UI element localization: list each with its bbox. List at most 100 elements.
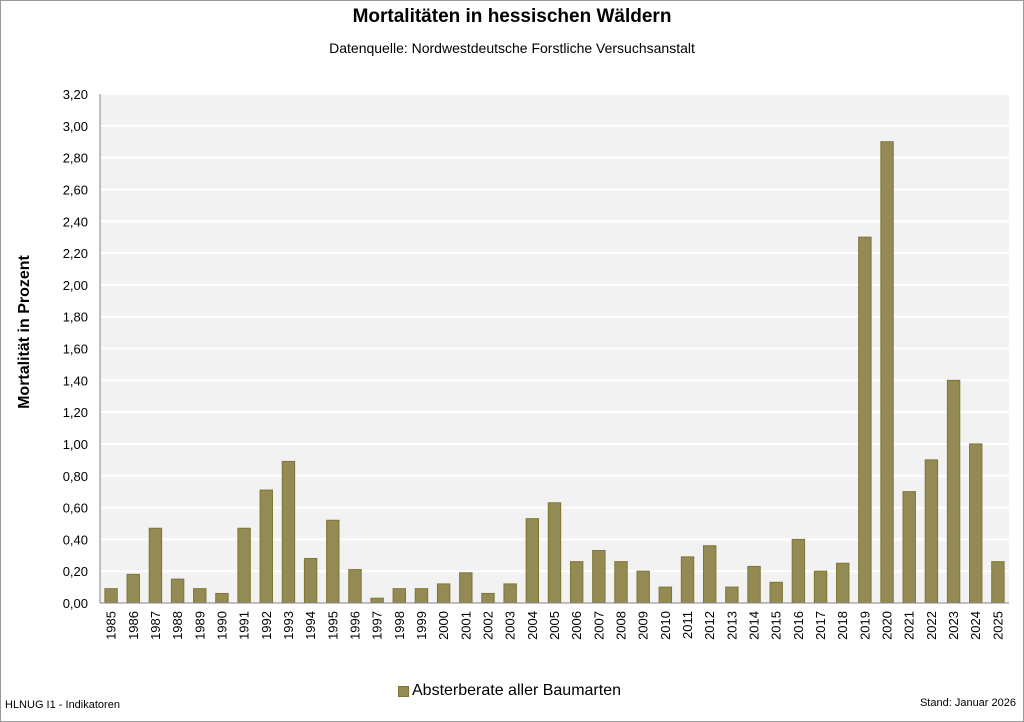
bar-2001	[459, 572, 473, 604]
x-tick-label: 2000	[436, 611, 451, 640]
bar-2015	[769, 581, 783, 604]
bar-1987	[148, 527, 163, 604]
x-tick-label: 2015	[769, 611, 784, 640]
x-tick-label: 2024	[968, 611, 983, 640]
y-tick-label: 1,80	[63, 310, 88, 325]
y-tick-label: 3,00	[63, 119, 88, 134]
bar-2011	[680, 556, 695, 604]
x-tick-label: 2013	[724, 611, 739, 640]
bar-2014	[747, 565, 761, 604]
x-tick-label: 2022	[924, 611, 939, 640]
x-tick-label: 1998	[392, 611, 407, 640]
bar-1995	[326, 519, 340, 604]
x-tick-label: 2023	[946, 611, 961, 640]
bar-1999	[414, 588, 429, 604]
bar-2005	[547, 502, 562, 604]
x-tick-label: 2017	[813, 611, 828, 640]
x-tick-label: 1989	[192, 611, 207, 640]
x-tick-label: 2020	[880, 611, 895, 640]
x-tick-label: 1997	[370, 611, 385, 640]
bar-1992	[259, 489, 273, 604]
bar-2021	[902, 491, 916, 604]
bar-1998	[392, 588, 407, 604]
x-tick-label: 1993	[281, 611, 296, 640]
x-tick-label: 2003	[503, 611, 518, 640]
bar-1986	[126, 573, 140, 604]
y-tick-label: 0,80	[63, 469, 88, 484]
x-tick-label: 2019	[857, 611, 872, 640]
bar-2022	[924, 459, 939, 604]
y-tick-label: 2,40	[63, 214, 88, 229]
bar-1994	[303, 557, 318, 604]
bar-2007	[592, 550, 606, 604]
x-tick-label: 2006	[569, 611, 584, 640]
bar-2010	[658, 586, 673, 604]
y-axis-label: Mortalität in Prozent	[16, 254, 33, 408]
x-tick-label: 1994	[303, 611, 318, 640]
bar-1988	[170, 578, 185, 604]
x-tick-label: 2004	[525, 611, 540, 640]
x-tick-label: 2021	[902, 611, 917, 640]
footer-date: Stand: Januar 2026	[919, 697, 1016, 709]
x-tick-label: 1988	[170, 611, 185, 640]
x-tick-label: 1990	[214, 611, 229, 640]
bar-2008	[614, 561, 628, 604]
y-tick-label: 1,20	[63, 405, 88, 420]
x-tick-label: 2016	[791, 611, 806, 640]
x-tick-label: 1991	[237, 611, 252, 640]
x-tick-label: 2007	[591, 611, 606, 640]
legend-label: Absterberate aller Baumarten	[412, 682, 621, 699]
bar-2013	[725, 586, 739, 604]
bar-1996	[348, 569, 362, 604]
bar-1997	[370, 597, 384, 604]
y-tick-label: 2,00	[63, 278, 88, 293]
bar-2000	[436, 583, 451, 604]
bar-2017	[813, 570, 828, 604]
bar-2006	[569, 561, 584, 604]
y-tick-label: 2,80	[63, 151, 88, 166]
x-tick-label: 1986	[126, 611, 141, 640]
y-tick-label: 1,60	[63, 342, 88, 357]
bar-2016	[791, 538, 806, 604]
bar-1993	[281, 460, 296, 604]
y-tick-label: 1,40	[63, 373, 88, 388]
x-tick-label: 2025	[990, 611, 1005, 640]
bar-2003	[503, 583, 517, 604]
x-tick-label: 2014	[747, 611, 762, 640]
y-tick-label: 3,20	[63, 87, 88, 102]
x-tick-label: 2001	[458, 611, 473, 640]
bar-1990	[215, 592, 229, 604]
bar-2024	[969, 443, 983, 604]
x-tick-label: 2018	[835, 611, 850, 640]
bar-1991	[237, 527, 251, 604]
y-tick-label: 2,60	[63, 182, 88, 197]
x-tick-label: 1987	[148, 611, 163, 640]
bar-1985	[104, 588, 118, 604]
x-tick-label: 1999	[414, 611, 429, 640]
x-tick-label: 2010	[658, 611, 673, 640]
x-tick-label: 1992	[259, 611, 274, 640]
bar-2020	[880, 141, 894, 604]
x-tick-label: 1995	[325, 611, 340, 640]
x-tick-label: 2009	[636, 611, 651, 640]
footer-source: HLNUG I1 - Indikatoren	[5, 699, 120, 711]
bar-2025	[991, 561, 1005, 604]
bar-2018	[836, 562, 850, 604]
chart-title: Mortalitäten in hessischen Wäldern	[352, 6, 672, 27]
y-tick-label: 0,60	[63, 501, 88, 516]
bar-2023	[946, 379, 961, 604]
bar-2002	[481, 592, 495, 604]
bar-2009	[636, 570, 650, 604]
y-tick-label: 0,40	[63, 532, 88, 547]
y-tick-label: 0,20	[63, 564, 88, 579]
bar-1989	[193, 588, 207, 604]
y-tick-label: 1,00	[63, 437, 88, 452]
bar-2004	[525, 518, 540, 604]
legend: Absterberate aller Baumarten	[398, 682, 621, 700]
y-tick-label: 2,20	[63, 246, 88, 261]
x-tick-label: 1996	[347, 611, 362, 640]
x-tick-label: 2002	[480, 611, 495, 640]
x-tick-label: 2012	[702, 611, 717, 640]
chart-subtitle: Datenquelle: Nordwestdeutsche Forstliche…	[329, 40, 695, 56]
